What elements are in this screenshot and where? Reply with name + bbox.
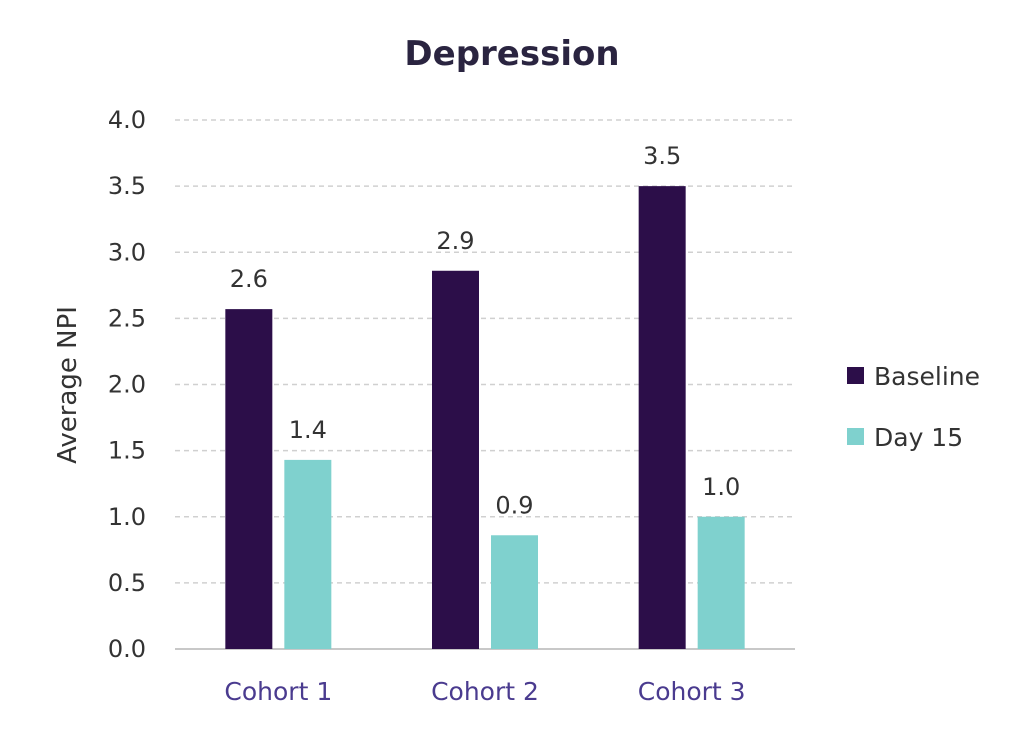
y-tick-label: 0.0 xyxy=(108,635,146,663)
gridlines xyxy=(175,119,795,650)
y-axis-title: Average NPI xyxy=(53,306,83,464)
data-label: 0.9 xyxy=(495,491,533,519)
y-tick-label: 3.0 xyxy=(108,238,146,266)
y-tick-label: 3.5 xyxy=(108,172,146,200)
x-category-label: Cohort 2 xyxy=(431,677,539,706)
y-tick-label: 2.0 xyxy=(108,371,146,399)
bars xyxy=(225,186,745,649)
bar-day-15 xyxy=(697,516,745,649)
legend: Baseline Day 15 xyxy=(847,362,980,452)
y-axis-ticks: 0.0 0.5 1.0 1.5 2.0 2.5 3.0 3.5 4.0 xyxy=(108,106,146,663)
data-labels: 2.6 1.4 2.9 0.9 3.5 1.0 xyxy=(230,142,741,519)
y-tick-label: 4.0 xyxy=(108,106,146,134)
chart-title: Depression xyxy=(404,34,619,74)
legend-label: Baseline xyxy=(874,362,980,391)
bar-day-15 xyxy=(284,459,332,649)
data-label: 3.5 xyxy=(643,142,681,170)
bar-baseline xyxy=(638,186,686,649)
x-category-label: Cohort 1 xyxy=(224,677,332,706)
legend-swatch xyxy=(847,428,864,445)
y-tick-label: 1.5 xyxy=(108,437,146,465)
x-category-label: Cohort 3 xyxy=(638,677,746,706)
bar-day-15 xyxy=(491,535,538,649)
bar-baseline xyxy=(225,309,273,649)
legend-swatch xyxy=(847,367,864,384)
data-label: 2.6 xyxy=(230,265,268,293)
bar-baseline xyxy=(432,270,479,649)
x-axis-categories: Cohort 1 Cohort 2 Cohort 3 xyxy=(224,677,745,706)
data-label: 1.4 xyxy=(289,416,327,444)
legend-label: Day 15 xyxy=(874,423,963,452)
y-tick-label: 1.0 xyxy=(108,503,146,531)
data-label: 1.0 xyxy=(702,473,740,501)
y-tick-label: 2.5 xyxy=(108,304,146,332)
data-label: 2.9 xyxy=(436,227,474,255)
y-tick-label: 0.5 xyxy=(108,569,146,597)
